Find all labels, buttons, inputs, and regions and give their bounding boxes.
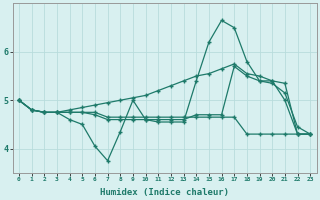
- X-axis label: Humidex (Indice chaleur): Humidex (Indice chaleur): [100, 188, 229, 197]
